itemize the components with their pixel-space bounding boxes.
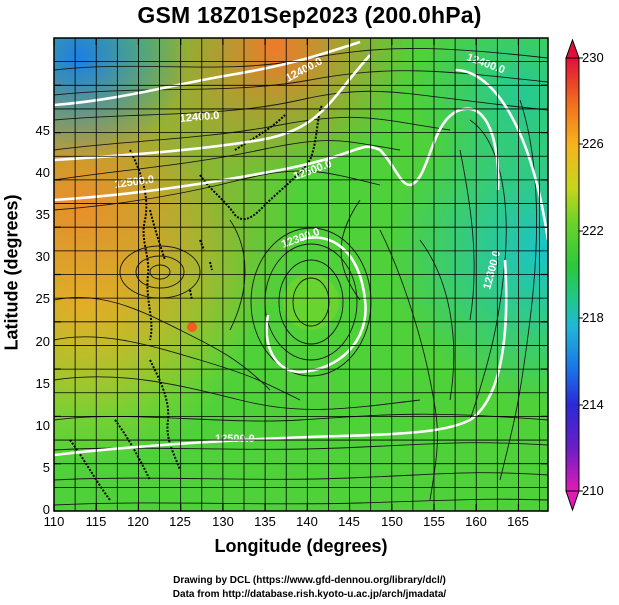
x-axis-label: Longitude (degrees) — [214, 536, 388, 556]
contour-label-3: 12500.0 — [114, 174, 155, 191]
x-tick-label: 115 — [85, 514, 107, 529]
map-title: GSM 18Z01Sep2023 (200.0hPa) — [137, 2, 482, 28]
x-tick-label: 120 — [127, 514, 149, 529]
x-tick-label: 110 — [43, 514, 65, 529]
contour-label-7: 12400.0 — [179, 110, 220, 125]
colorbar — [565, 38, 583, 512]
credit-data: Data from http://database.rish.kyoto-u.a… — [172, 589, 447, 600]
x-tick-label: 165 — [507, 514, 529, 529]
x-tick-label: 155 — [423, 514, 445, 529]
colorbar-tick-label: 226 — [582, 136, 604, 151]
colorbar-tick-label: 218 — [582, 310, 604, 325]
axis-ticks — [53, 38, 548, 512]
y-tick-label: 5 — [42, 460, 50, 475]
x-tick-label: 145 — [338, 514, 360, 529]
x-tick-label: 160 — [465, 514, 487, 529]
colorbar-min-arrow — [565, 490, 580, 512]
y-tick-label: 10 — [35, 418, 50, 433]
y-axis-label: Latitude (degrees) — [1, 194, 22, 351]
y-tick-label: 40 — [35, 165, 50, 180]
colorbar-tick-label: 214 — [582, 397, 604, 412]
x-tick-label: 135 — [254, 514, 276, 529]
height-contours — [54, 40, 548, 457]
x-tick-label: 140 — [296, 514, 318, 529]
contour-label-8: 12500.0 — [215, 433, 255, 445]
y-tick-label: 0 — [42, 502, 50, 517]
y-tick-label: 35 — [35, 207, 50, 222]
colorbar-tick-label: 230 — [582, 50, 604, 65]
colorbar-max-arrow — [565, 38, 580, 59]
y-tick-label: 20 — [35, 334, 50, 349]
y-tick-label: 15 — [35, 376, 50, 391]
x-tick-label: 150 — [381, 514, 403, 529]
y-tick-label: 30 — [35, 249, 50, 264]
x-tick-label: 130 — [212, 514, 234, 529]
credit-drawing: Drawing by DCL (https://www.gfd-dennou.o… — [173, 575, 446, 586]
y-tick-label: 25 — [35, 291, 50, 306]
y-tick-label: 45 — [35, 123, 50, 138]
grid-lines — [54, 38, 548, 511]
colorbar-tick-label: 210 — [582, 483, 604, 498]
x-tick-label: 125 — [169, 514, 191, 529]
colorbar-tick-label: 222 — [582, 223, 604, 238]
